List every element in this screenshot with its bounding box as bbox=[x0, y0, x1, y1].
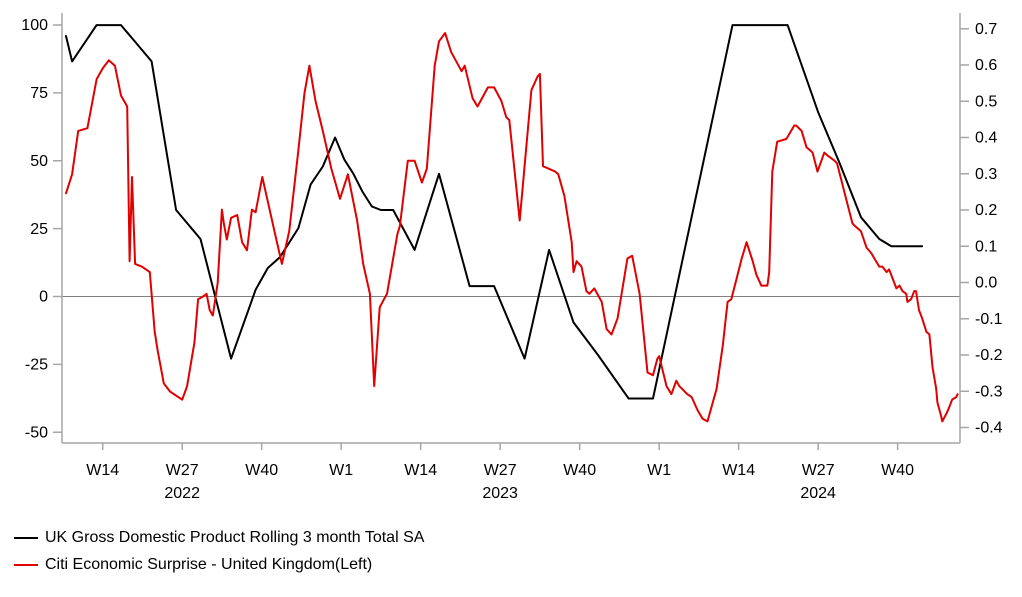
right-axis-tick-label: 0.5 bbox=[975, 93, 997, 110]
gdp-line bbox=[65, 24, 924, 400]
legend: UK Gross Domestic Product Rolling 3 mont… bbox=[14, 524, 424, 578]
x-axis-tick-label: W1 bbox=[647, 462, 671, 479]
x-axis-tick-label: W40 bbox=[563, 462, 596, 479]
x-axis-tick-label: W14 bbox=[722, 462, 755, 479]
right-axis-tick-label: -0.4 bbox=[975, 420, 1003, 437]
right-axis-tick-label: 0.2 bbox=[975, 202, 997, 219]
left-axis-tick-label: 75 bbox=[30, 85, 48, 102]
x-axis-tick-label: W27 bbox=[802, 462, 835, 479]
cesi-legend-label: Citi Economic Surprise - United Kingdom(… bbox=[45, 555, 373, 573]
right-axis-tick-label: -0.2 bbox=[975, 347, 1003, 364]
x-axis-year-label: 2023 bbox=[482, 485, 518, 502]
right-axis-tick-label: 0.0 bbox=[975, 275, 997, 292]
right-axis-tick-label: 0.3 bbox=[975, 166, 997, 183]
x-axis-year-label: 2022 bbox=[164, 485, 200, 502]
right-axis-tick-label: 0.6 bbox=[975, 57, 997, 74]
right-axis-tick-label: -0.3 bbox=[975, 383, 1003, 400]
x-axis-tick-label: W27 bbox=[166, 462, 199, 479]
left-axis-tick-label: 25 bbox=[30, 221, 48, 238]
right-axis-tick-label: -0.1 bbox=[975, 311, 1003, 328]
x-axis-tick-label: W1 bbox=[329, 462, 353, 479]
x-axis-tick-label: W14 bbox=[86, 462, 119, 479]
right-axis-tick-label: 0.1 bbox=[975, 238, 997, 255]
x-axis-year-label: 2024 bbox=[800, 485, 836, 502]
left-axis-tick-label: -25 bbox=[25, 357, 48, 374]
right-axis-tick-label: 0.4 bbox=[975, 130, 997, 147]
left-axis-tick-label: 0 bbox=[39, 289, 48, 306]
x-axis-tick-label: W40 bbox=[245, 462, 278, 479]
gdp-line-swatch bbox=[14, 536, 38, 539]
left-axis-tick-label: -50 bbox=[25, 424, 48, 441]
x-axis-tick-label: W40 bbox=[881, 462, 914, 479]
x-axis-tick-label: W27 bbox=[484, 462, 517, 479]
cesi-line-swatch bbox=[14, 563, 38, 566]
gdp-legend-label: UK Gross Domestic Product Rolling 3 mont… bbox=[45, 528, 425, 546]
x-axis-tick-label: W14 bbox=[404, 462, 437, 479]
left-axis-tick-label: 50 bbox=[30, 153, 48, 170]
right-axis-tick-label: 0.7 bbox=[975, 21, 997, 38]
left-axis-tick-label: 100 bbox=[21, 17, 48, 34]
cesi-line bbox=[65, 32, 959, 423]
legend-row-gdp: UK Gross Domestic Product Rolling 3 mont… bbox=[14, 524, 424, 551]
legend-row-cesi: Citi Economic Surprise - United Kingdom(… bbox=[14, 551, 424, 578]
plot-area: 100 75 50 25 0 -25 -50 0.7 0.6 0.5 0.4 0.3 0.2 0.1 0.0… bbox=[21, 13, 1003, 502]
